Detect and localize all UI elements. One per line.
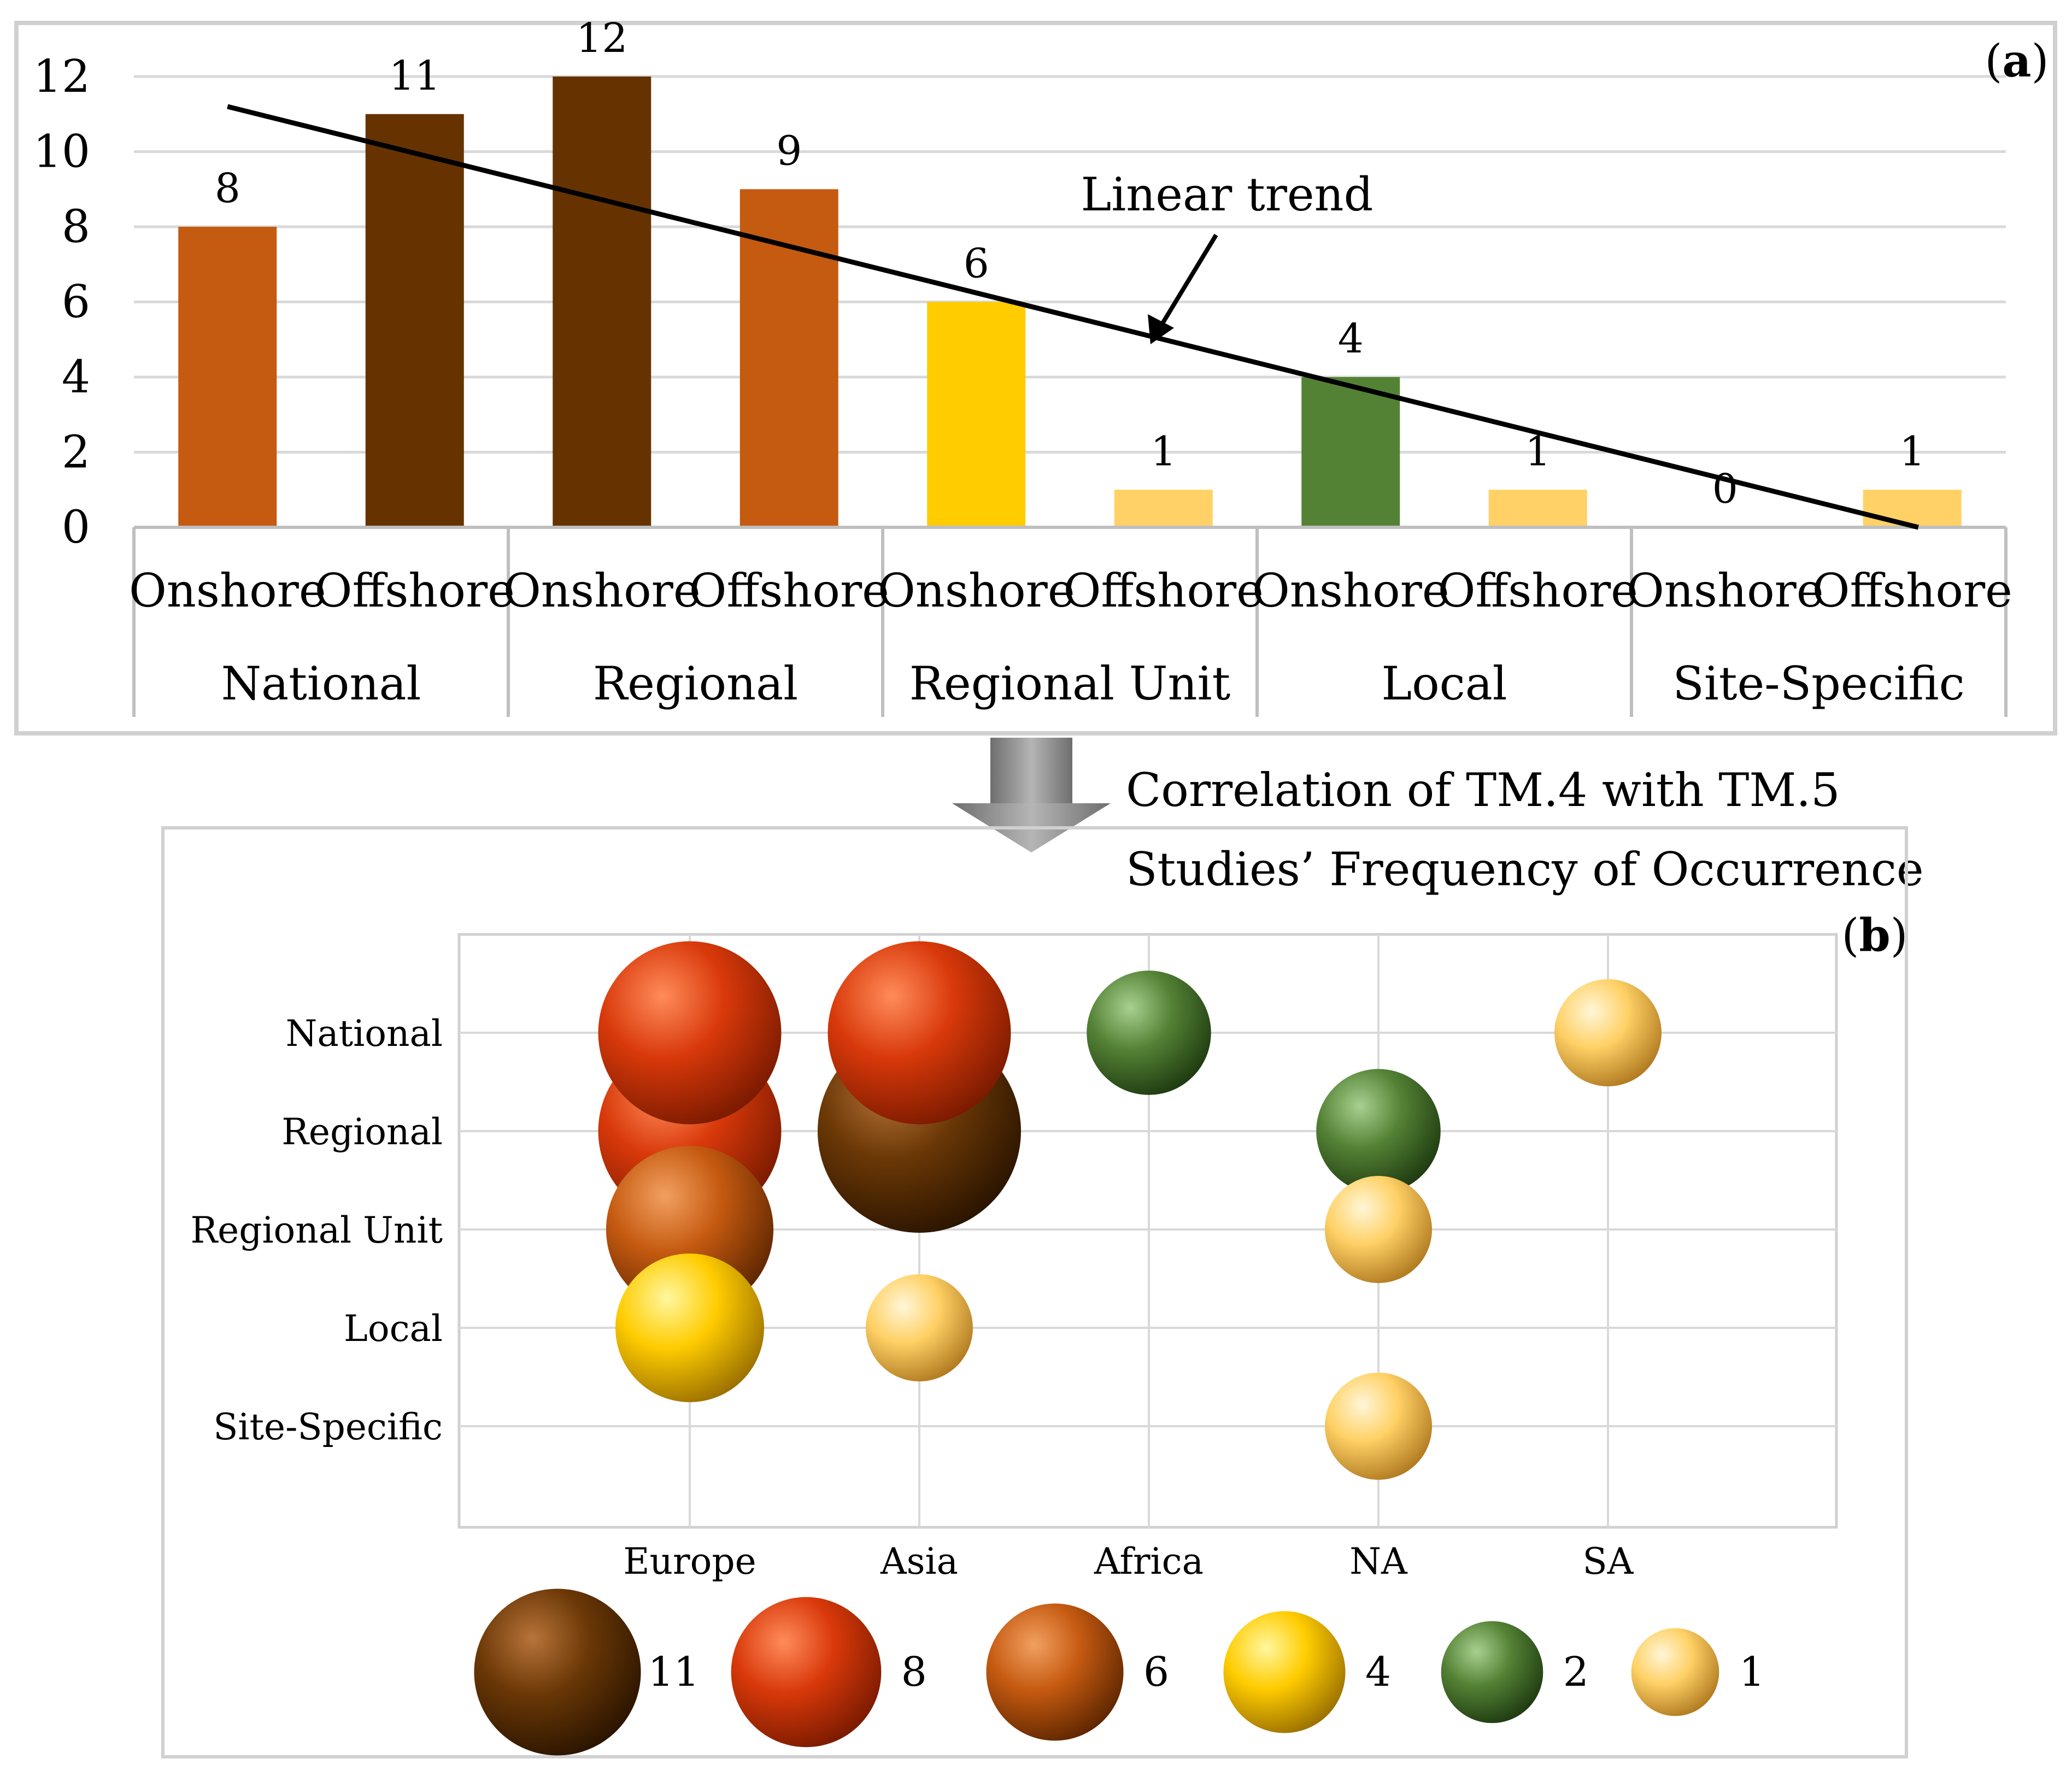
y-category-label: Regional Unit <box>190 1209 443 1251</box>
bar <box>1114 490 1213 527</box>
legend-bubble <box>1441 1621 1543 1723</box>
x-subcategory-label: Offshore <box>689 564 889 617</box>
bubble <box>615 1254 764 1402</box>
bar <box>1863 490 1962 527</box>
y-tick-label: 0 <box>62 502 90 554</box>
y-tick-label: 10 <box>33 126 90 178</box>
bubble <box>866 1274 973 1381</box>
transition-text-1: Correlation of TM.4 with TM.5 <box>1126 763 1840 817</box>
transition-text-2: Studies’ Frequency of Occurrence <box>1126 843 1924 896</box>
y-category-label: Site-Specific <box>213 1406 443 1448</box>
x-group-label: National <box>221 657 421 710</box>
y-tick-label: 2 <box>62 427 90 479</box>
bar-value-label: 1 <box>1151 428 1176 475</box>
legend-bubble <box>1631 1628 1719 1716</box>
x-subcategory-label: Onshore <box>503 564 701 617</box>
y-category-label: National <box>286 1013 443 1055</box>
legend-bubble <box>1223 1611 1346 1733</box>
bar-value-label: 4 <box>1338 315 1364 362</box>
bar-value-label: 9 <box>776 127 802 174</box>
panel-a-bars <box>178 77 1962 527</box>
legend-bubble <box>986 1603 1124 1741</box>
x-subcategory-label: Offshore <box>1438 564 1638 617</box>
panel-b-label: (b) <box>1841 909 1907 962</box>
bar-value-label: 11 <box>389 52 441 99</box>
x-subcategory-label: Onshore <box>1627 564 1824 617</box>
legend-bubble <box>474 1588 641 1756</box>
legend-label: 4 <box>1365 1649 1391 1696</box>
y-category-label: Local <box>344 1308 443 1350</box>
bar <box>553 77 651 527</box>
x-subcategory-label: Onshore <box>1252 564 1449 617</box>
panel-a-y-axis: 0 2 4 6 8 10 12 <box>33 51 90 554</box>
y-tick-label: 8 <box>62 201 90 253</box>
bubble <box>1087 970 1211 1095</box>
bubble <box>1554 979 1662 1086</box>
x-subcategory-label: Offshore <box>315 564 515 617</box>
x-group-label: Regional Unit <box>909 657 1231 710</box>
bubble <box>1325 1176 1432 1283</box>
bubble <box>598 941 782 1125</box>
y-tick-label: 4 <box>62 351 90 403</box>
trend-line <box>227 104 1919 530</box>
x-subcategory-label: Onshore <box>129 564 326 617</box>
panel-b-axis-labels: National Regional Regional Unit Local Site-S… <box>190 1013 1634 1582</box>
legend-bubble <box>731 1597 882 1748</box>
x-group-label: Regional <box>593 657 798 710</box>
bar-value-label: 0 <box>1712 466 1738 513</box>
panel-a-label: (a) <box>1985 35 2048 87</box>
legend-label: 2 <box>1563 1649 1589 1696</box>
bar <box>365 114 464 527</box>
trend-annotation-arrow <box>1159 233 1218 327</box>
x-subcategory-label: Onshore <box>878 564 1075 617</box>
bar <box>1301 377 1400 527</box>
bar <box>178 227 277 527</box>
panel-b-frame <box>161 826 1908 1758</box>
bar <box>927 302 1026 527</box>
y-tick-label: 12 <box>33 51 90 103</box>
x-category-label: Europe <box>623 1540 756 1582</box>
panel-b-label-letter: b <box>1859 909 1890 962</box>
panel-a-x-axis: OnshoreOffshoreOnshoreOffshoreOnshoreOff… <box>129 526 2012 717</box>
bar-value-label: 6 <box>964 240 989 287</box>
panel-b-bubble-chart: National Regional Regional Unit Local Site-S… <box>161 826 1908 1758</box>
legend-label: 8 <box>901 1649 927 1696</box>
bar-value-label: 1 <box>1899 428 1925 475</box>
y-tick-label: 6 <box>62 276 90 328</box>
down-arrow-shaft <box>990 738 1072 803</box>
bar-value-label: 12 <box>576 15 627 62</box>
x-category-label: NA <box>1349 1540 1408 1582</box>
panel-a-label-letter: a <box>2002 35 2031 87</box>
bar <box>1488 490 1587 527</box>
trend-annotation-arrowhead <box>1148 314 1174 344</box>
bubble <box>1316 1069 1441 1193</box>
bar-value-label: 8 <box>215 165 240 212</box>
trend-annotation: Linear trend <box>1081 168 1373 221</box>
legend-label: 11 <box>648 1649 699 1696</box>
panel-b-legend: 11 8 6 4 2 1 <box>474 1588 1765 1756</box>
transition: Correlation of TM.4 with TM.5 Studies’ F… <box>952 738 1924 896</box>
x-group-label: Local <box>1381 657 1507 710</box>
x-group-label: Site-Specific <box>1672 657 1964 710</box>
panel-b-bubbles <box>598 941 1662 1480</box>
bubble <box>827 941 1011 1125</box>
legend-label: 1 <box>1739 1649 1765 1696</box>
x-category-label: Africa <box>1094 1540 1204 1582</box>
x-subcategory-label: Offshore <box>1812 564 2012 617</box>
bubble <box>1325 1373 1432 1480</box>
x-category-label: SA <box>1583 1540 1634 1582</box>
x-subcategory-label: Offshore <box>1064 564 1264 617</box>
legend-label: 6 <box>1143 1649 1169 1696</box>
x-category-label: Asia <box>880 1540 958 1582</box>
y-category-label: Regional <box>281 1111 443 1153</box>
